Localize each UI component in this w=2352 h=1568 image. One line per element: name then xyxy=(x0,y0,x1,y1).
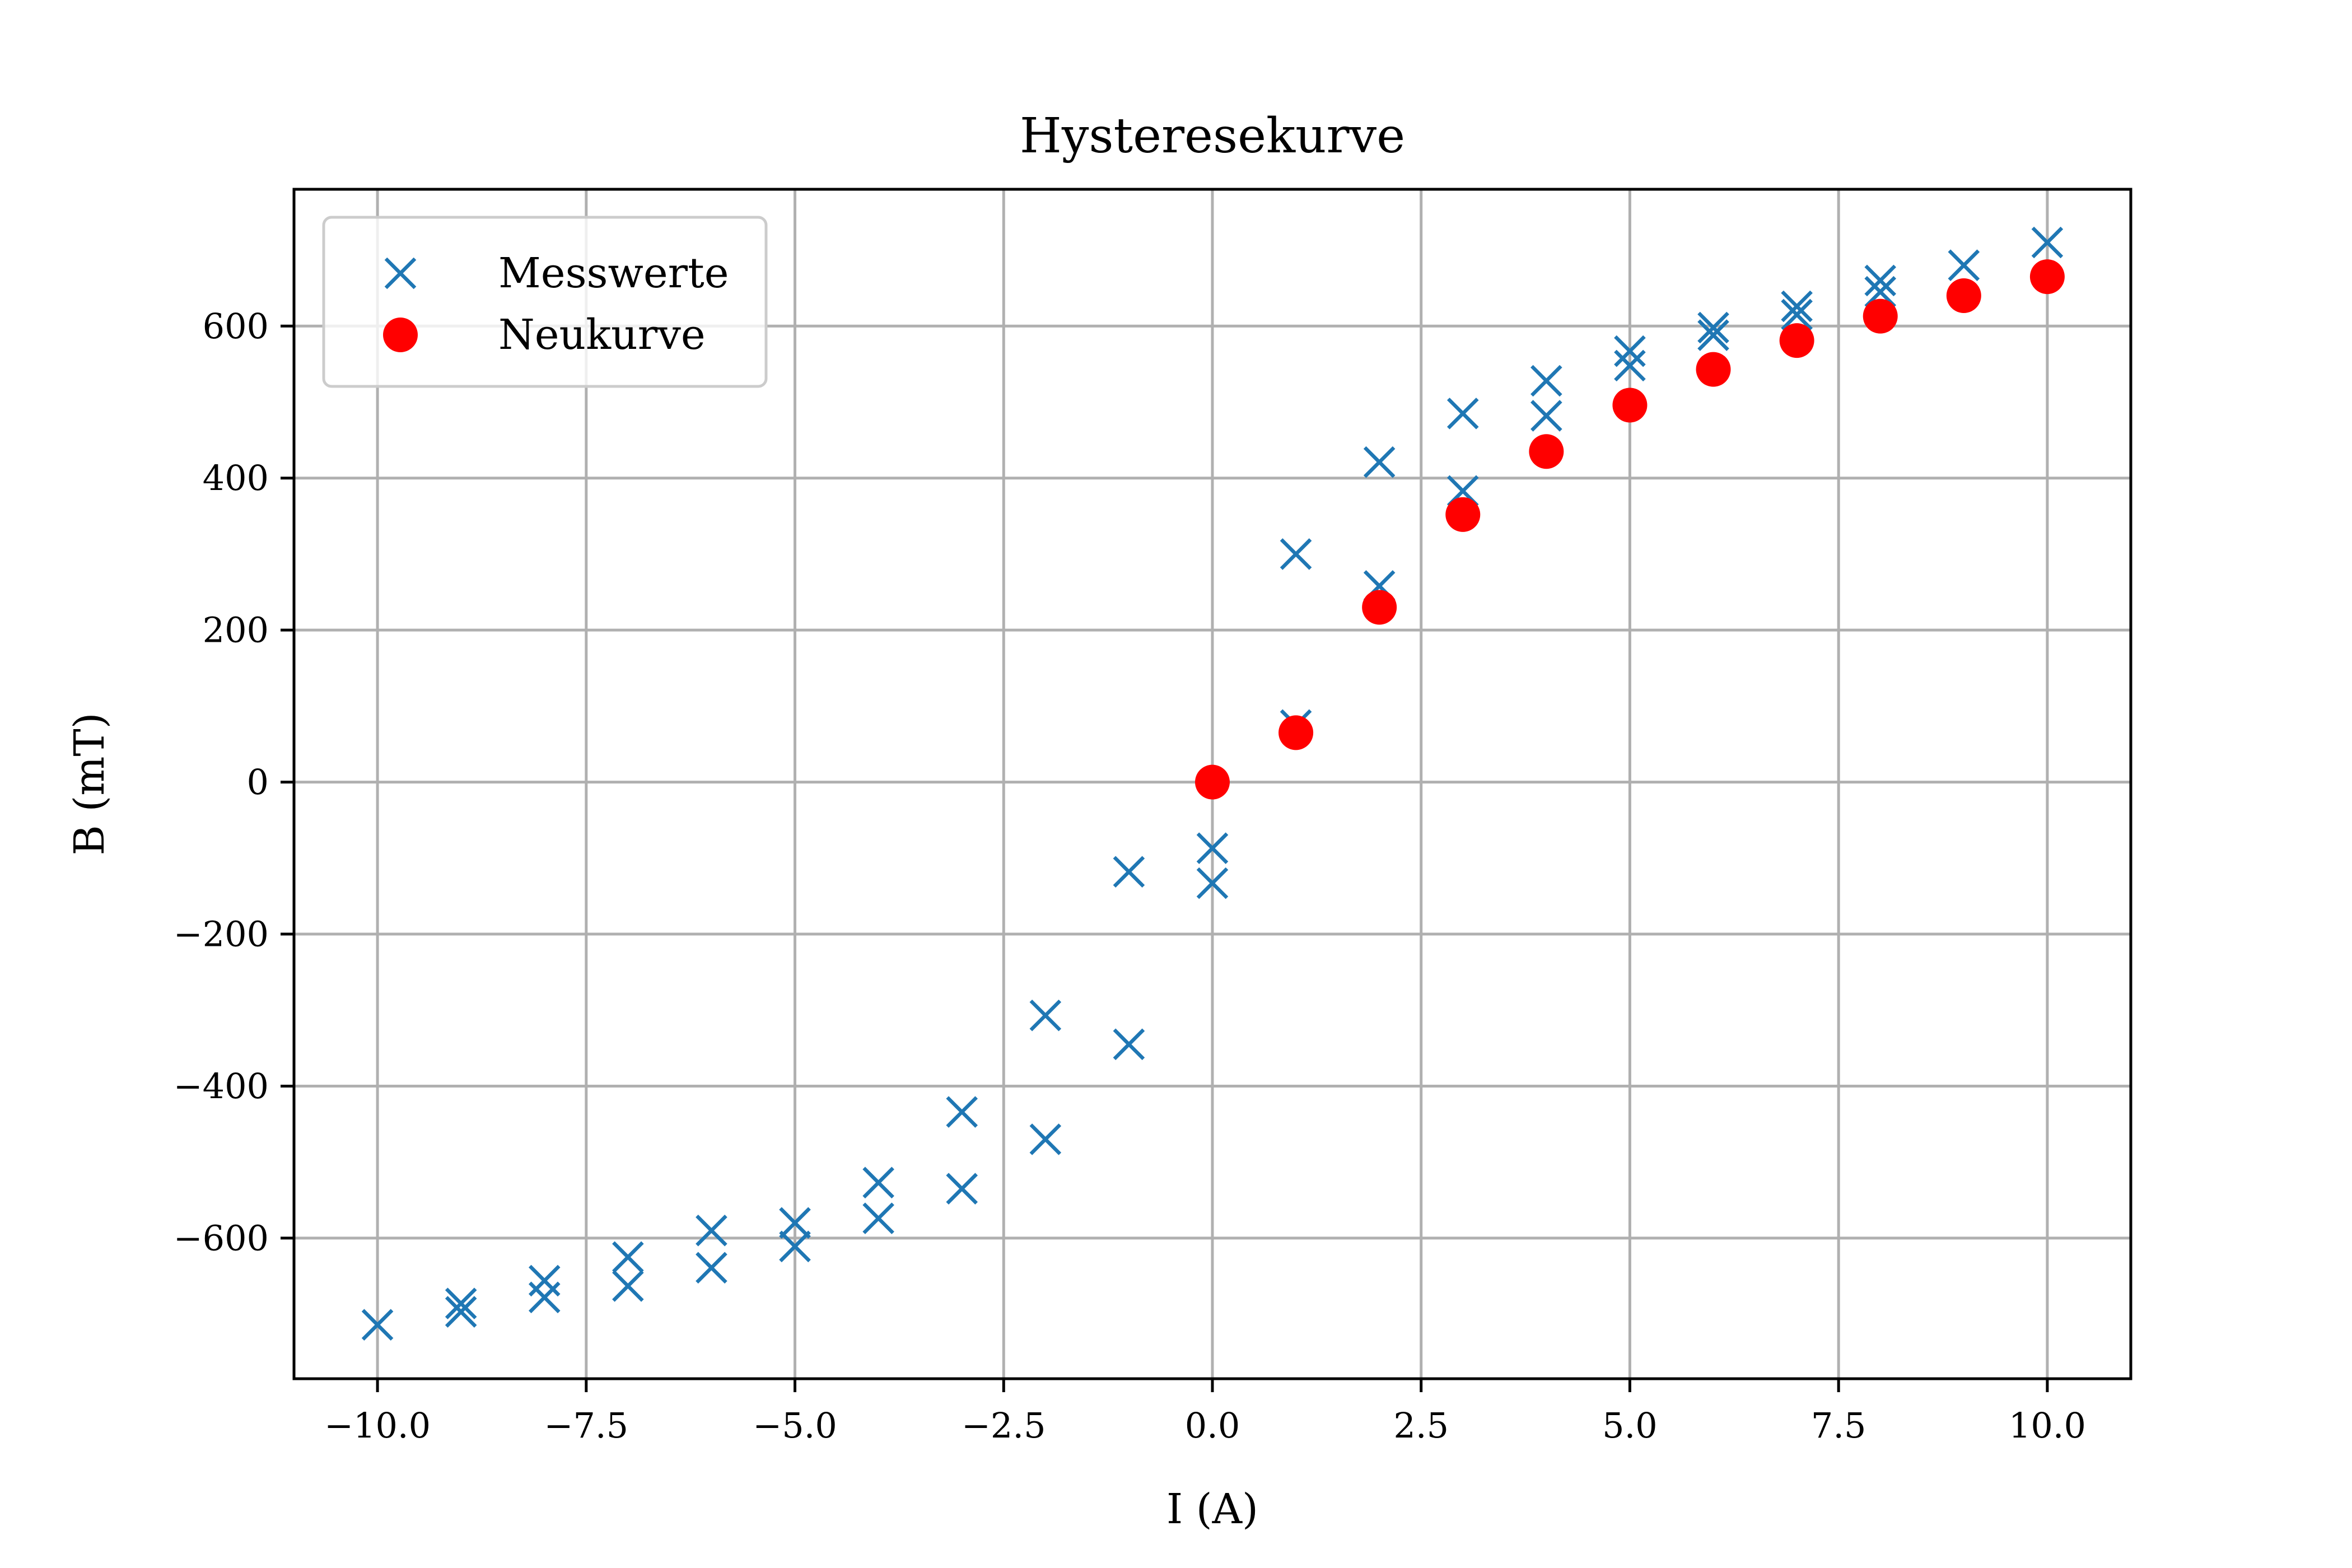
messwerte-point xyxy=(2031,226,2064,259)
legend-neukurve-label: Neukurve xyxy=(498,311,706,359)
messwerte-point xyxy=(1781,290,1813,323)
messwerte-point xyxy=(1614,335,1646,367)
messwerte-point xyxy=(1113,856,1145,888)
messwerte-point xyxy=(1864,276,1897,308)
y-tick-label: 600 xyxy=(203,306,269,347)
neukurve-point xyxy=(1362,590,1397,625)
x-axis-label: I (A) xyxy=(1166,1485,1258,1533)
legend-box xyxy=(322,216,768,388)
neukurve-point xyxy=(1612,388,1648,423)
neukurve-point xyxy=(1529,434,1564,469)
y-tick-label: 0 xyxy=(247,762,269,802)
neukurve-point xyxy=(1863,298,1898,334)
messwerte-point xyxy=(445,1296,477,1328)
legend-x-marker xyxy=(384,257,417,290)
x-tick-label: 2.5 xyxy=(1393,1405,1449,1446)
messwerte-point xyxy=(1029,999,1062,1032)
messwerte-point xyxy=(1029,1123,1062,1155)
neukurve-point xyxy=(1445,497,1481,532)
messwerte-point xyxy=(1280,538,1312,570)
messwerte-point xyxy=(1697,319,1729,351)
messwerte-point xyxy=(1614,349,1646,382)
x-tick-label: −7.5 xyxy=(544,1405,629,1446)
messwerte-point xyxy=(528,1264,561,1297)
messwerte-point xyxy=(1363,446,1396,478)
grid xyxy=(294,189,2131,1379)
messwerte-point xyxy=(1113,1028,1145,1061)
legend-messwerte-label: Messwerte xyxy=(498,249,729,297)
legend-circle-marker xyxy=(383,318,418,352)
y-tick-label: −400 xyxy=(174,1066,269,1107)
x-tick-label: 5.0 xyxy=(1602,1405,1658,1446)
messwerte-point xyxy=(1948,249,1980,282)
messwerte-point xyxy=(862,1202,894,1234)
neukurve-point xyxy=(1946,278,1981,314)
messwerte-point xyxy=(612,1241,644,1273)
messwerte-point xyxy=(779,1230,811,1263)
messwerte-point xyxy=(1196,867,1229,899)
x-tick-label: −5.0 xyxy=(753,1405,837,1446)
messwerte-point xyxy=(445,1287,477,1319)
messwerte-point xyxy=(1196,832,1229,864)
y-tick-label: −600 xyxy=(174,1217,269,1258)
neukurve-point xyxy=(1278,715,1314,750)
neukurve-point xyxy=(1779,323,1814,358)
messwerte-point xyxy=(1530,400,1562,432)
messwerte-point xyxy=(946,1173,978,1205)
messwerte-point xyxy=(779,1207,811,1239)
y-axis-label: B (mT) xyxy=(66,712,114,855)
messwerte-point xyxy=(1781,298,1813,331)
messwerte-point xyxy=(696,1215,727,1247)
legend-neukurve-marker xyxy=(383,318,418,352)
messwerte-point xyxy=(696,1252,727,1284)
data-marks xyxy=(361,226,2065,1341)
x-tick-label: 0.0 xyxy=(1185,1405,1240,1446)
axis-ticks: −10.0 −7.5 −5.0 −2.5 0.0 2.5 5.0 7.5 10.0 −600 −40… xyxy=(174,306,2086,1446)
messwerte-point xyxy=(528,1281,561,1314)
x-tick-label: 10.0 xyxy=(2009,1405,2086,1446)
y-tick-label: 400 xyxy=(203,458,269,498)
messwerte-point xyxy=(1864,264,1897,297)
messwerte-point xyxy=(1530,365,1562,397)
messwerte-point xyxy=(1697,311,1729,344)
messwerte-point xyxy=(361,1309,394,1341)
x-tick-label: −2.5 xyxy=(962,1405,1046,1446)
legend-messwerte-marker xyxy=(384,257,417,290)
messwerte-point xyxy=(946,1096,978,1128)
neukurve-point xyxy=(2029,259,2065,295)
messwerte-point xyxy=(612,1270,644,1302)
messwerte-point xyxy=(862,1166,894,1199)
messwerte-point xyxy=(1446,398,1479,430)
legend: Messwerte Neukurve xyxy=(322,216,768,388)
neukurve-point xyxy=(1696,352,1731,387)
neukurve-point xyxy=(1195,764,1230,800)
y-tick-label: −200 xyxy=(174,914,269,955)
chart-title: Hysteresekurve xyxy=(1020,108,1405,164)
y-tick-label: 200 xyxy=(203,610,269,651)
x-tick-label: −10.0 xyxy=(324,1405,431,1446)
x-tick-label: 7.5 xyxy=(1811,1405,1866,1446)
